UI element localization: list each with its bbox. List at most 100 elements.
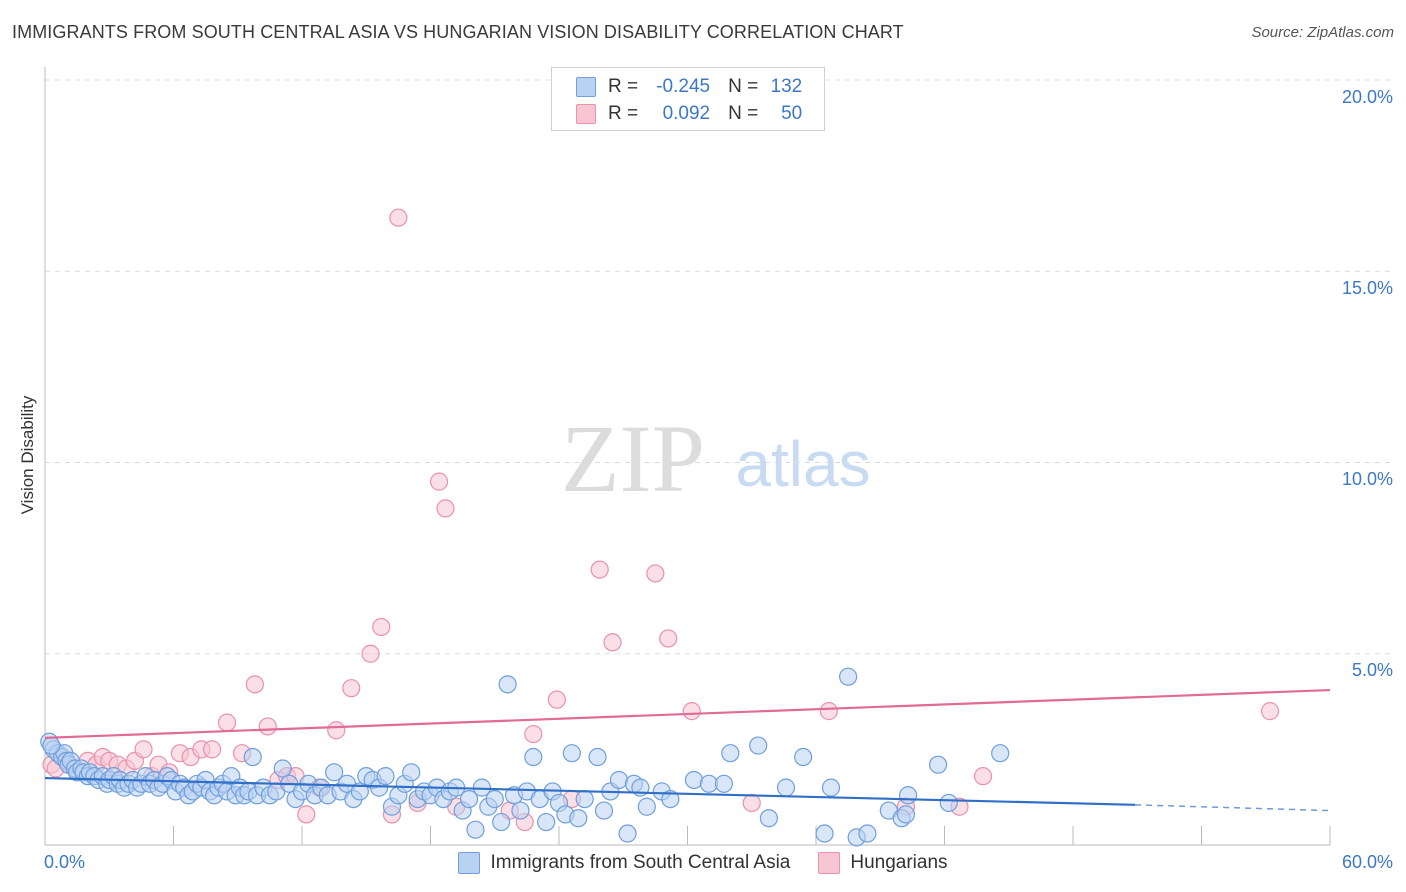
immigrants-point [821,778,841,797]
immigrants-point [896,805,916,824]
hungarians-point [342,679,361,698]
immigrants-point [749,736,768,755]
immigrants-point [594,801,614,820]
immigrants-point [721,744,740,763]
immigrants-point [524,747,543,767]
hungarians-point [327,721,346,740]
y-tick-label-20: 20.0% [1341,87,1393,107]
legend-item-immigrants: Immigrants from South Central Asia [458,852,790,874]
watermark: ZIP atlas [561,405,871,512]
immigrants-point [498,675,517,694]
legend-n-label: N = [728,76,759,97]
immigrants-point [815,824,834,843]
hungarians-point [297,805,316,824]
immigrants-point [575,789,594,809]
source-credit: Source: ZipAtlas.com [1251,24,1394,41]
immigrants-point [928,755,948,774]
immigrants-point [537,812,556,832]
hungarians-point [646,564,665,583]
legend-r-label: R = [608,103,639,124]
hungarians-point [372,617,391,637]
legend-r-value: -0.245 [656,76,711,97]
immigrants-point [991,744,1010,763]
legend-label-immigrants: Immigrants from South Central Asia [490,852,791,873]
y-tick-label-15: 15.0% [1341,278,1393,298]
immigrants-point [776,778,796,797]
y-axis-label: Vision Disability [18,395,37,515]
hungarians-point [361,644,380,663]
blue-swatch-icon [458,852,481,874]
hungarians-point [590,560,609,579]
x-tick-label-max: 60.0% [1341,852,1393,872]
legend-r-label: R = [608,76,639,97]
hungarians-point [682,702,701,721]
hungarians-point [217,713,237,732]
legend-n-label: N = [728,103,759,124]
immigrants-point [637,797,656,816]
immigrants-point [350,782,369,801]
hungarians-point [202,740,222,759]
immigrants-point [402,763,421,782]
immigrants-trend-extension [1135,804,1331,812]
hungarians-point [429,472,449,491]
hungarians-point [547,690,566,709]
hungarians-point [389,208,408,227]
immigrants-point [684,770,704,790]
immigrants-point [714,774,734,793]
hungarians-point [436,499,455,518]
immigrants-point [588,747,607,767]
series-legend: Immigrants from South Central Asia Hunga… [0,852,1406,874]
chart-title: IMMIGRANTS FROM SOUTH CENTRAL ASIA VS HU… [12,22,904,42]
hungarians-point [134,740,153,759]
hungarians-point [258,717,277,736]
immigrants-point [562,744,581,763]
immigrants-point [839,667,858,686]
immigrants-point [618,824,637,843]
hungarians-point [1260,702,1280,721]
immigrants-point [511,801,530,820]
legend-n-value: 50 [781,103,803,124]
immigrants-point [376,767,395,786]
immigrants-point [459,789,479,809]
legend-row-pink: R = 0.092 N = 50 [576,101,802,127]
immigrants-point [939,793,958,813]
legend-label-hungarians: Hungarians [850,852,948,873]
hungarians-point [659,629,678,648]
hungarians-point [742,793,761,813]
hungarians-point [524,724,543,744]
correlation-legend: R = -0.245 N = 132 R = 0.092 N = 50 [551,67,825,131]
pink-swatch-icon [818,852,841,874]
legend-n-value: 132 [770,76,803,97]
immigrants-point [794,747,813,767]
immigrants-point [492,812,511,832]
immigrants-point [273,759,292,778]
legend-r-value: 0.092 [662,103,711,124]
legend-row-blue: R = -0.245 N = 132 [576,74,802,100]
immigrants-point [325,763,344,782]
immigrants-point [243,747,262,767]
immigrants-point [485,789,504,809]
immigrants-point [898,786,918,805]
immigrants-point [661,789,680,809]
immigrants-point [858,824,877,843]
immigrants-point [609,770,629,790]
immigrants-trend-line [44,776,1136,806]
hungarians-point [973,767,993,786]
y-tick-label-5: 5.0% [1351,660,1393,680]
watermark-zip: ZIP [561,405,705,512]
immigrants-point [759,809,778,828]
immigrants-point [569,809,588,828]
immigrants-point [42,736,61,755]
blue-swatch-icon [576,77,596,97]
pink-swatch-icon [576,104,596,124]
legend-item-hungarians: Hungarians [818,852,948,874]
x-tick-label-min: 0.0% [44,852,86,872]
immigrants-point [466,820,485,839]
hungarians-point [819,702,838,721]
hungarians-trend-line [44,688,1331,739]
watermark-atlas: atlas [735,428,870,500]
hungarians-point [603,633,622,652]
hungarians-point [245,675,264,694]
y-tick-label-10: 10.0% [1341,469,1393,489]
